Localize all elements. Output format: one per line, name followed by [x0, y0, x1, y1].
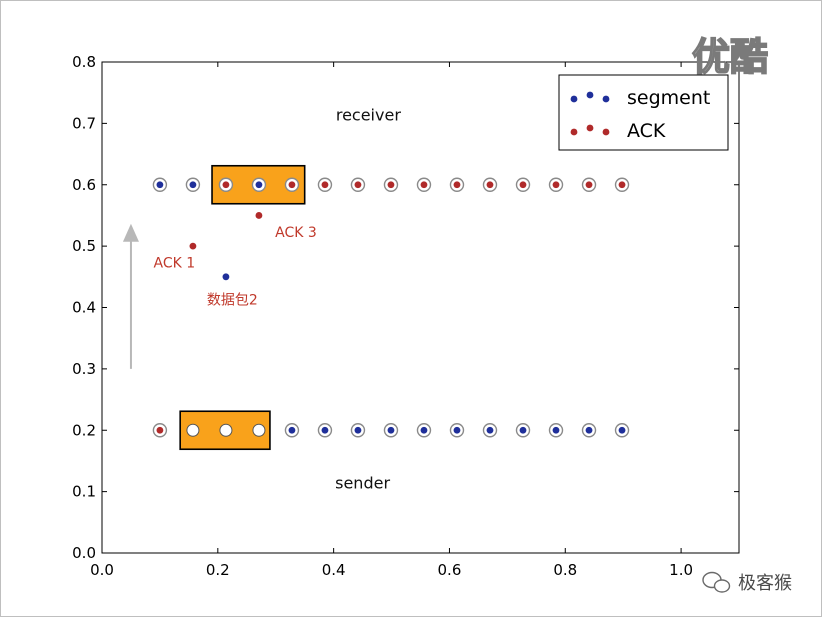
- x-tick-label: 0.6: [438, 561, 462, 579]
- receiver-point-segment: [189, 181, 197, 189]
- annotation-label: 数据包2: [207, 292, 258, 308]
- watermark-jikehou: 极客猴: [702, 571, 792, 594]
- x-tick-label: 0.4: [322, 561, 346, 579]
- sender-point-segment: [486, 426, 494, 434]
- in-flight-ack: [189, 242, 197, 250]
- annotation-label: sender: [335, 474, 390, 493]
- legend-marker-segment: [570, 95, 578, 103]
- sender-point-segment: [387, 426, 395, 434]
- sender-point-segment: [618, 426, 626, 434]
- y-tick-label: 0.5: [72, 237, 96, 255]
- receiver-point-ack: [453, 181, 461, 189]
- sender-point-empty: [252, 423, 266, 437]
- receiver-point-ack: [222, 181, 230, 189]
- sender-point-segment: [354, 426, 362, 434]
- sender-point-segment: [519, 426, 527, 434]
- y-tick-label: 0.1: [72, 483, 96, 501]
- sender-point-empty: [219, 423, 233, 437]
- sender-point-segment: [321, 426, 329, 434]
- legend-box: [558, 74, 729, 151]
- receiver-point-ack: [288, 181, 296, 189]
- wechat-icon: [702, 571, 731, 593]
- receiver-point-ack: [618, 181, 626, 189]
- sender-point-ack: [156, 426, 164, 434]
- x-tick-label: 1.0: [669, 561, 693, 579]
- legend-marker-ack: [586, 124, 594, 132]
- annotation-label: ACK 1: [154, 256, 196, 272]
- receiver-point-ack: [585, 181, 593, 189]
- watermark-youku: 优酷: [691, 34, 769, 80]
- receiver-point-ack: [519, 181, 527, 189]
- y-tick-label: 0.6: [72, 176, 96, 194]
- legend-marker-segment: [586, 91, 594, 99]
- receiver-point-ack: [321, 181, 329, 189]
- receiver-point-ack: [420, 181, 428, 189]
- receiver-point-segment: [156, 181, 164, 189]
- y-tick-label: 0.7: [72, 114, 96, 132]
- y-tick-label: 0.3: [72, 360, 96, 378]
- sender-point-segment: [420, 426, 428, 434]
- receiver-point-ack: [486, 181, 494, 189]
- watermark-jikehou-text: 极客猴: [738, 573, 792, 594]
- legend-label: segment: [627, 87, 710, 109]
- legend-label: ACK: [627, 120, 666, 142]
- y-tick-label: 0.2: [72, 421, 96, 439]
- sender-point-empty: [186, 423, 200, 437]
- y-tick-label: 0.4: [72, 299, 96, 317]
- annotation-label: receiver: [336, 105, 401, 124]
- legend-marker-ack: [570, 128, 578, 136]
- annotation-label: ACK 3: [275, 225, 317, 241]
- sender-point-segment: [288, 426, 296, 434]
- receiver-point-ack: [387, 181, 395, 189]
- sender-point-segment: [552, 426, 560, 434]
- y-tick-label: 0.0: [72, 544, 96, 562]
- receiver-point-segment: [255, 181, 263, 189]
- x-tick-label: 0.8: [553, 561, 577, 579]
- direction-arrow-head: [122, 223, 139, 242]
- in-flight-segment: [222, 273, 230, 281]
- y-tick-label: 0.8: [72, 53, 96, 71]
- receiver-point-ack: [552, 181, 560, 189]
- receiver-point-ack: [354, 181, 362, 189]
- legend-marker-ack: [602, 128, 610, 136]
- x-tick-label: 0.2: [206, 561, 230, 579]
- watermark-youku-text: 优酷: [692, 35, 768, 79]
- sender-point-segment: [453, 426, 461, 434]
- sender-point-segment: [585, 426, 593, 434]
- x-tick-label: 0.0: [90, 561, 114, 579]
- in-flight-ack: [255, 212, 263, 219]
- legend-marker-segment: [602, 95, 610, 103]
